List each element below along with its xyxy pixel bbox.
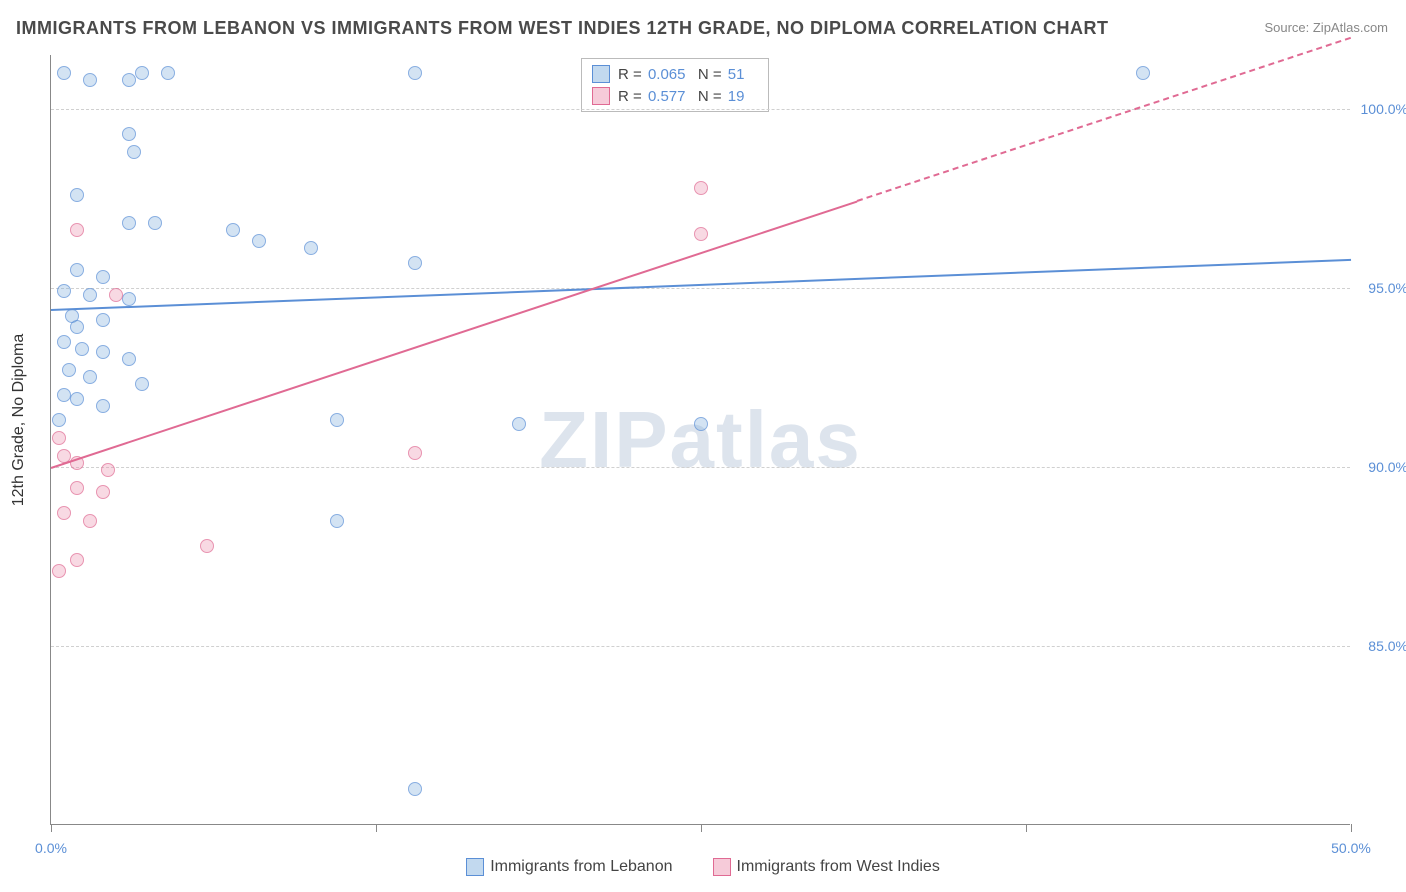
xtick — [701, 824, 702, 832]
data-point — [694, 181, 708, 195]
gridline — [51, 646, 1350, 647]
data-point — [408, 256, 422, 270]
data-point — [96, 399, 110, 413]
data-point — [135, 377, 149, 391]
data-point — [83, 514, 97, 528]
data-point — [122, 73, 136, 87]
data-point — [57, 388, 71, 402]
xtick-label: 50.0% — [1331, 840, 1371, 856]
data-point — [96, 313, 110, 327]
xtick — [1351, 824, 1352, 832]
ytick-label: 100.0% — [1361, 101, 1406, 117]
data-point — [226, 223, 240, 237]
ytick-label: 90.0% — [1368, 459, 1406, 475]
data-point — [70, 320, 84, 334]
data-point — [52, 431, 66, 445]
data-point — [200, 539, 214, 553]
correlation-legend: R = 0.065 N = 51 R = 0.577 N = 19 — [581, 58, 769, 112]
data-point — [694, 227, 708, 241]
data-point — [122, 127, 136, 141]
data-point — [122, 292, 136, 306]
chart-title: IMMIGRANTS FROM LEBANON VS IMMIGRANTS FR… — [16, 18, 1108, 39]
data-point — [161, 66, 175, 80]
source-label: Source: ZipAtlas.com — [1264, 20, 1388, 35]
data-point — [83, 73, 97, 87]
data-point — [148, 216, 162, 230]
data-point — [70, 481, 84, 495]
data-point — [52, 564, 66, 578]
data-point — [408, 782, 422, 796]
watermark: ZIPatlas — [539, 394, 862, 486]
data-point — [96, 345, 110, 359]
data-point — [127, 145, 141, 159]
data-point — [70, 223, 84, 237]
data-point — [512, 417, 526, 431]
legend-row: R = 0.065 N = 51 — [592, 63, 748, 85]
data-point — [57, 284, 71, 298]
data-point — [408, 66, 422, 80]
data-point — [83, 288, 97, 302]
data-point — [57, 66, 71, 80]
data-point — [83, 370, 97, 384]
trend-line — [51, 200, 858, 468]
legend-label: Immigrants from Lebanon — [490, 858, 672, 876]
data-point — [330, 514, 344, 528]
data-point — [57, 506, 71, 520]
legend-item: Immigrants from Lebanon — [466, 858, 672, 876]
legend-swatch — [592, 87, 610, 105]
series-legend: Immigrants from Lebanon Immigrants from W… — [0, 858, 1406, 876]
legend-swatch — [592, 65, 610, 83]
legend-label: Immigrants from West Indies — [737, 858, 940, 876]
watermark-light: atlas — [670, 395, 862, 484]
legend-swatch — [466, 858, 484, 876]
xtick — [1026, 824, 1027, 832]
trend-line-dashed — [857, 37, 1352, 202]
legend-text: R = 0.577 N = 19 — [618, 88, 748, 105]
data-point — [101, 463, 115, 477]
data-point — [70, 553, 84, 567]
data-point — [70, 263, 84, 277]
data-point — [96, 485, 110, 499]
trend-line — [51, 259, 1351, 311]
data-point — [135, 66, 149, 80]
data-point — [252, 234, 266, 248]
data-point — [304, 241, 318, 255]
ytick-label: 85.0% — [1368, 638, 1406, 654]
data-point — [70, 188, 84, 202]
ytick-label: 95.0% — [1368, 280, 1406, 296]
data-point — [122, 352, 136, 366]
gridline — [51, 288, 1350, 289]
data-point — [75, 342, 89, 356]
xtick-label: 0.0% — [35, 840, 67, 856]
data-point — [62, 363, 76, 377]
xtick — [376, 824, 377, 832]
xtick — [51, 824, 52, 832]
watermark-bold: ZIP — [539, 395, 669, 484]
data-point — [52, 413, 66, 427]
data-point — [408, 446, 422, 460]
data-point — [57, 335, 71, 349]
data-point — [330, 413, 344, 427]
data-point — [96, 270, 110, 284]
data-point — [70, 392, 84, 406]
legend-item: Immigrants from West Indies — [713, 858, 940, 876]
y-axis-label: 12th Grade, No Diploma — [10, 334, 28, 507]
legend-text: R = 0.065 N = 51 — [618, 66, 748, 83]
chart-plot-area: ZIPatlas R = 0.065 N = 51 R = 0.577 N = 1… — [50, 55, 1350, 825]
legend-row: R = 0.577 N = 19 — [592, 85, 748, 107]
data-point — [1136, 66, 1150, 80]
data-point — [694, 417, 708, 431]
data-point — [122, 216, 136, 230]
data-point — [109, 288, 123, 302]
legend-swatch — [713, 858, 731, 876]
gridline — [51, 109, 1350, 110]
gridline — [51, 467, 1350, 468]
